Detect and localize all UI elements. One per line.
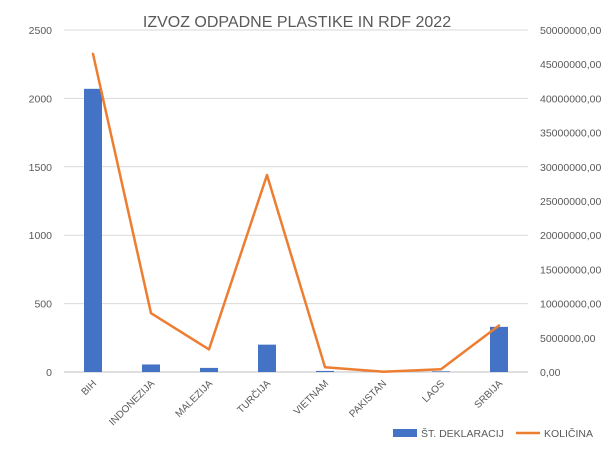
legend-label-bar: ŠT. DEKLARACIJ (421, 427, 504, 440)
category-label: LAOS (420, 378, 447, 405)
right-tick-label: 10000000,00 (540, 299, 601, 311)
left-tick-label: 500 (34, 299, 52, 311)
bar (490, 326, 508, 372)
right-tick-label: 45000000,00 (540, 59, 601, 71)
category-labels: BIH INDONEZIJA MALEZIJA TURČIJA VIETNAM PAKIS… (80, 377, 506, 428)
left-axis-ticks: 0 500 1000 1500 2000 2500 (29, 25, 53, 379)
bar (316, 370, 334, 372)
right-tick-label: 20000000,00 (540, 230, 601, 242)
category-label: SRBIJA (473, 378, 506, 411)
bar (142, 364, 160, 372)
left-tick-label: 2500 (29, 25, 53, 37)
category-label: INDONEZIJA (107, 378, 157, 428)
category-label: PAKISTAN (347, 378, 389, 420)
right-axis-ticks: 0,00 5000000,00 10000000,00 15000000,00 2000… (540, 25, 601, 379)
category-label: TURČIJA (234, 377, 273, 416)
legend: ŠT. DEKLARACIJ KOLIČINA (393, 427, 593, 440)
right-tick-label: 30000000,00 (540, 162, 601, 174)
category-label: MALEZIJA (174, 378, 216, 420)
left-tick-label: 0 (46, 367, 52, 379)
line-series-path (91, 52, 501, 373)
legend-label-line: KOLIČINA (544, 427, 593, 440)
legend-swatch-bar (393, 429, 417, 437)
right-tick-label: 40000000,00 (540, 93, 601, 105)
left-tick-label: 1500 (29, 162, 53, 174)
bar (432, 371, 450, 372)
left-tick-label: 2000 (29, 93, 53, 105)
right-tick-label: 0,00 (540, 367, 561, 379)
right-tick-label: 50000000,00 (540, 25, 601, 37)
bar (258, 344, 276, 372)
gridlines (64, 29, 528, 373)
right-tick-label: 25000000,00 (540, 196, 601, 208)
bar-series (84, 88, 508, 372)
chart-title: IZVOZ ODPADNE PLASTIKE IN RDF 2022 (143, 14, 451, 31)
right-tick-label: 15000000,00 (540, 264, 601, 276)
category-label: BIH (80, 378, 100, 398)
category-label: VIETNAM (292, 378, 331, 417)
right-tick-label: 35000000,00 (540, 128, 601, 140)
bar (200, 367, 218, 372)
bar (84, 88, 102, 372)
right-tick-label: 5000000,00 (540, 333, 596, 345)
left-tick-label: 1000 (29, 230, 53, 242)
line-series (91, 52, 501, 373)
